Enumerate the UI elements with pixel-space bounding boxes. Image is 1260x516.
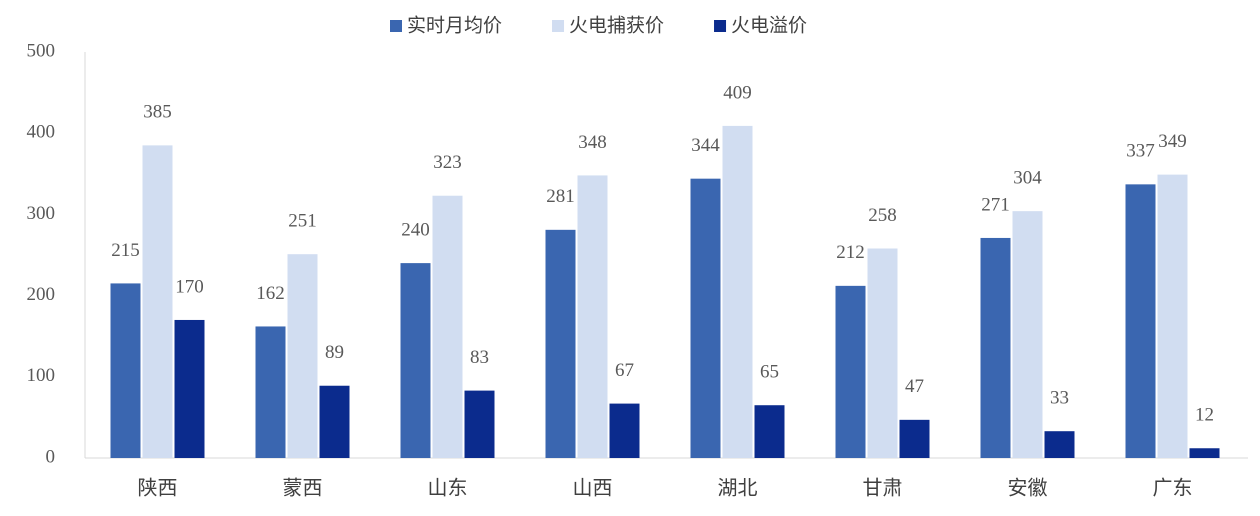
bar [1044,431,1075,458]
x-tick-label: 山东 [428,477,468,500]
bar [287,254,318,458]
data-label: 409 [723,82,752,103]
bar [545,229,576,458]
data-label: 67 [615,360,634,381]
data-label: 12 [1195,405,1214,426]
bar [1012,211,1043,458]
y-tick-label: 500 [27,40,56,61]
data-label: 89 [325,342,344,363]
x-tick-label: 湖北 [718,477,758,500]
data-label: 215 [111,240,140,261]
legend-swatch [714,20,727,32]
bar [400,263,431,458]
bar [577,175,608,458]
bar [110,283,141,458]
data-label: 83 [470,347,489,368]
bar [867,248,898,458]
bar [1157,174,1188,458]
bar [142,145,173,458]
bar [255,326,286,458]
x-tick-label: 山西 [573,477,613,500]
x-tick-label: 安徽 [1008,477,1048,500]
data-label: 385 [143,102,172,123]
bar [432,195,463,458]
data-label: 323 [433,152,462,173]
data-label: 349 [1158,131,1187,152]
bar [899,419,930,458]
y-tick-label: 300 [27,203,56,224]
legend-swatch [390,20,402,32]
y-tick-label: 0 [46,446,56,467]
data-label: 344 [691,135,720,156]
bar [722,125,753,458]
legend-swatch [552,20,565,32]
x-tick-label: 陕西 [138,477,178,500]
bar [174,319,205,458]
bar [319,385,350,458]
y-tick-label: 400 [27,122,56,143]
legend-label: 实时月均价 [407,14,502,36]
data-label: 281 [546,186,575,207]
bar [1125,184,1156,458]
data-label: 251 [288,211,317,232]
data-label: 258 [868,205,897,226]
data-label: 337 [1126,141,1155,162]
bar [754,405,785,458]
data-label: 65 [760,362,779,383]
legend-label: 火电溢价 [731,14,807,36]
x-tick-label: 甘肃 [863,477,903,500]
y-tick-label: 100 [27,365,56,386]
data-label: 348 [578,132,607,153]
data-label: 212 [836,242,865,263]
bar [609,403,640,458]
bar [464,390,495,458]
data-label: 162 [256,283,285,304]
legend-label: 火电捕获价 [569,14,664,36]
data-label: 240 [401,219,430,240]
data-label: 170 [175,276,204,297]
bar [690,178,721,458]
bar [1189,448,1220,458]
data-label: 47 [905,376,924,397]
x-tick-label: 蒙西 [283,477,323,500]
bar [980,237,1011,458]
data-label: 271 [981,194,1010,215]
bar [835,285,866,458]
x-tick-label: 广东 [1153,477,1193,500]
data-label: 304 [1013,168,1042,189]
data-label: 33 [1050,388,1069,409]
y-tick-label: 200 [27,284,56,305]
